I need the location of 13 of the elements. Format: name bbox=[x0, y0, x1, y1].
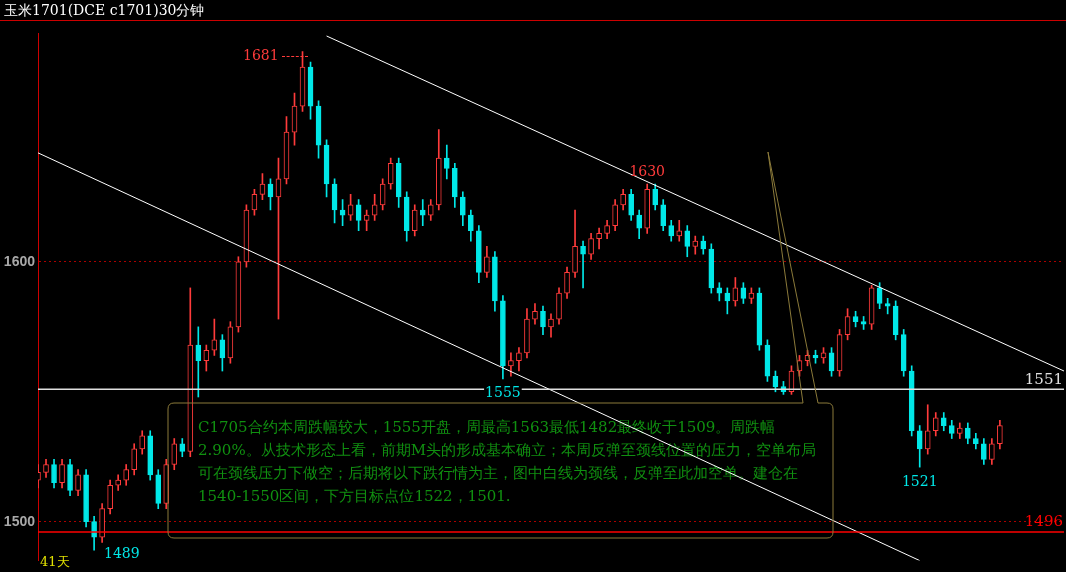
annotation: 41天 bbox=[40, 553, 70, 571]
annotation: 1630 bbox=[629, 162, 666, 179]
annotation: 1521 bbox=[901, 472, 938, 489]
candlestick bbox=[580, 240, 586, 289]
annotation: 1555 bbox=[485, 384, 521, 401]
ref-line-label: 1551 bbox=[1024, 369, 1063, 388]
candlestick bbox=[419, 199, 426, 226]
y-tick-label: 1600 bbox=[3, 252, 36, 269]
chart-title: 玉米1701(DCE c1701)30分钟 bbox=[0, 0, 1066, 21]
y-tick-label: 1500 bbox=[3, 512, 36, 529]
ref-line-label: 1496 bbox=[1024, 512, 1063, 531]
annotation: 1681 bbox=[243, 47, 279, 63]
annotation: 1489 bbox=[104, 545, 140, 561]
